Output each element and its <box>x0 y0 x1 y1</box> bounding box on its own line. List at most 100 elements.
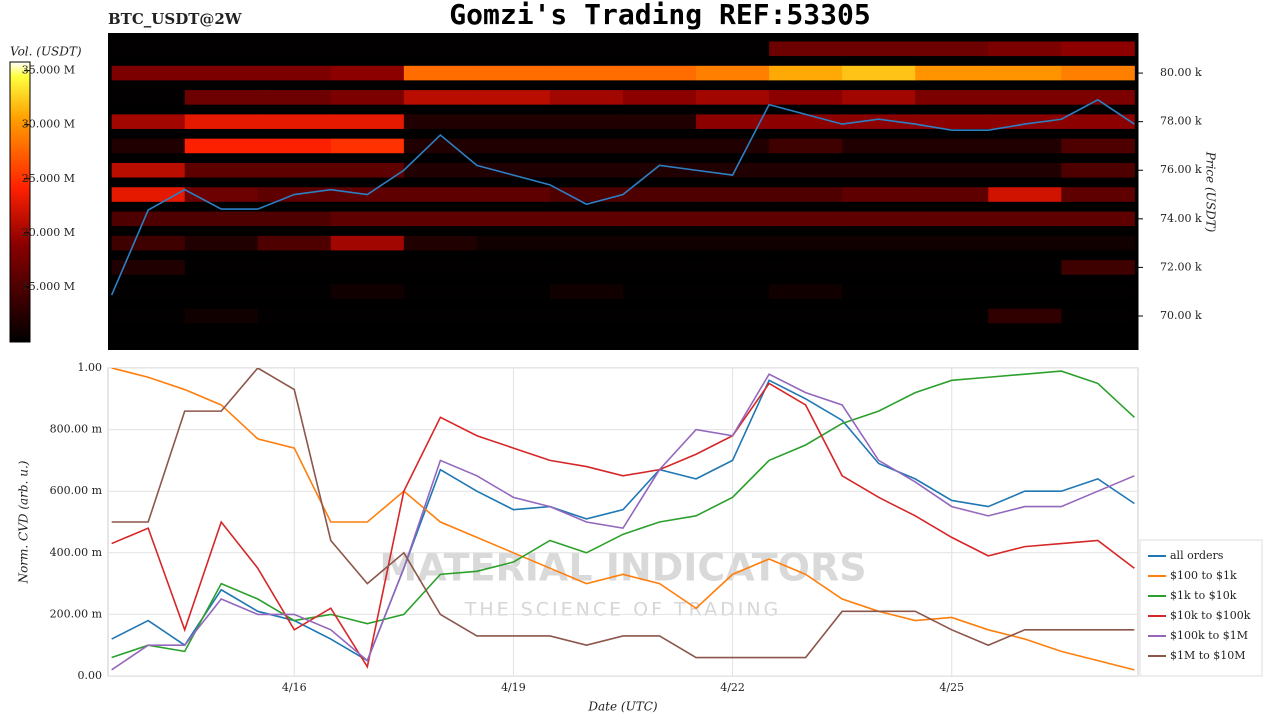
heat-cell <box>549 211 624 227</box>
heat-cell <box>623 65 697 81</box>
heat-cell <box>1061 260 1135 275</box>
heat-cell <box>257 65 332 81</box>
heat-cell <box>257 162 332 178</box>
heat-cell <box>111 114 186 129</box>
heat-cell <box>842 90 916 105</box>
heat-cell <box>257 284 332 299</box>
heat-cell <box>842 65 916 81</box>
heat-cell <box>842 211 916 227</box>
heat-cell <box>476 41 551 57</box>
heat-cell <box>257 41 332 57</box>
heat-cell <box>330 138 405 154</box>
heat-cell <box>623 90 697 105</box>
heat-cell <box>769 114 843 129</box>
heat-cell <box>769 308 843 324</box>
heat-cell <box>769 260 843 275</box>
heat-cell <box>403 211 478 227</box>
y-tick-label: 0.00 <box>78 669 103 682</box>
heat-cell <box>769 65 843 81</box>
legend-label: $10k to $100k <box>1170 609 1251 622</box>
heat-cell <box>623 138 697 154</box>
y-tick-label: 800.00 m <box>50 423 103 436</box>
heat-cell <box>476 162 551 178</box>
heat-cell <box>988 211 1062 227</box>
heat-cell <box>769 162 843 178</box>
heat-cell <box>184 260 259 275</box>
heat-cell <box>696 187 770 202</box>
heat-cell <box>549 138 624 154</box>
heat-cell <box>915 65 989 81</box>
heat-cell <box>111 41 186 57</box>
heat-cell <box>696 114 770 129</box>
y-tick-label: 400.00 m <box>50 546 103 559</box>
x-tick-label: 4/19 <box>501 681 526 694</box>
series-line <box>111 370 1135 659</box>
heat-cell <box>330 90 405 105</box>
series-line <box>111 368 1135 659</box>
heat-cell <box>330 284 405 299</box>
heat-cell <box>988 187 1062 202</box>
heat-cell <box>184 41 259 57</box>
heat-cell <box>623 211 697 227</box>
heat-cell <box>476 235 551 251</box>
heat-cell <box>769 90 843 105</box>
series-line <box>111 373 1135 671</box>
y2-tick-label: 80.00 k <box>1160 66 1202 79</box>
heat-cell <box>915 187 989 202</box>
heat-cell <box>1061 211 1135 227</box>
heat-cell <box>1061 284 1135 299</box>
heat-cell <box>184 308 259 324</box>
heat-cell <box>988 41 1062 57</box>
legend-box <box>1139 539 1263 677</box>
heat-cell <box>403 260 478 275</box>
heat-cell <box>769 187 843 202</box>
heat-cell <box>842 138 916 154</box>
heat-cell <box>842 162 916 178</box>
series-line <box>111 379 1135 662</box>
heat-cell <box>842 41 916 57</box>
heat-cell <box>403 308 478 324</box>
price-line <box>110 98 1135 296</box>
heat-cell <box>988 235 1062 251</box>
heat-cell <box>842 308 916 324</box>
heat-cell <box>403 138 478 154</box>
heat-cell <box>330 211 405 227</box>
heat-cell <box>696 65 770 81</box>
heat-cell <box>257 235 332 251</box>
heat-cell <box>623 162 697 178</box>
heat-cell <box>257 308 332 324</box>
heat-cell <box>184 211 259 227</box>
heat-cell <box>403 235 478 251</box>
heat-cell <box>623 114 697 129</box>
heat-cell <box>184 187 259 202</box>
colorbar-tick-label: 25.000 M <box>22 172 75 185</box>
heat-cell <box>623 235 697 251</box>
heat-cell <box>111 211 186 227</box>
heat-cell <box>842 114 916 129</box>
y-tick-label: 200.00 m <box>50 607 103 620</box>
heat-cell <box>915 41 989 57</box>
heat-cell <box>184 284 259 299</box>
heat-cell <box>696 211 770 227</box>
page-title: Gomzi's Trading REF:53305 <box>449 0 870 31</box>
heat-cell <box>111 162 186 178</box>
heat-cell <box>184 65 259 81</box>
series-line <box>111 382 1135 669</box>
y2-tick-label: 76.00 k <box>1160 163 1202 176</box>
heat-cell <box>403 162 478 178</box>
colorbar-tick-label: 15.000 M <box>22 280 75 293</box>
heat-cell <box>549 260 624 275</box>
heat-cell <box>915 284 989 299</box>
heat-cell <box>696 138 770 154</box>
heat-cell <box>111 138 186 154</box>
heat-cell <box>476 138 551 154</box>
heat-cell <box>257 90 332 105</box>
heat-cell <box>915 211 989 227</box>
heat-cell <box>257 211 332 227</box>
watermark-brand: MATERIAL INDICATORS <box>379 546 866 590</box>
heat-cell <box>549 41 624 57</box>
legend-label: $100 to $1k <box>1170 569 1237 582</box>
plot-bg <box>107 367 1139 677</box>
heat-cell <box>476 211 551 227</box>
heat-cell <box>111 90 186 105</box>
